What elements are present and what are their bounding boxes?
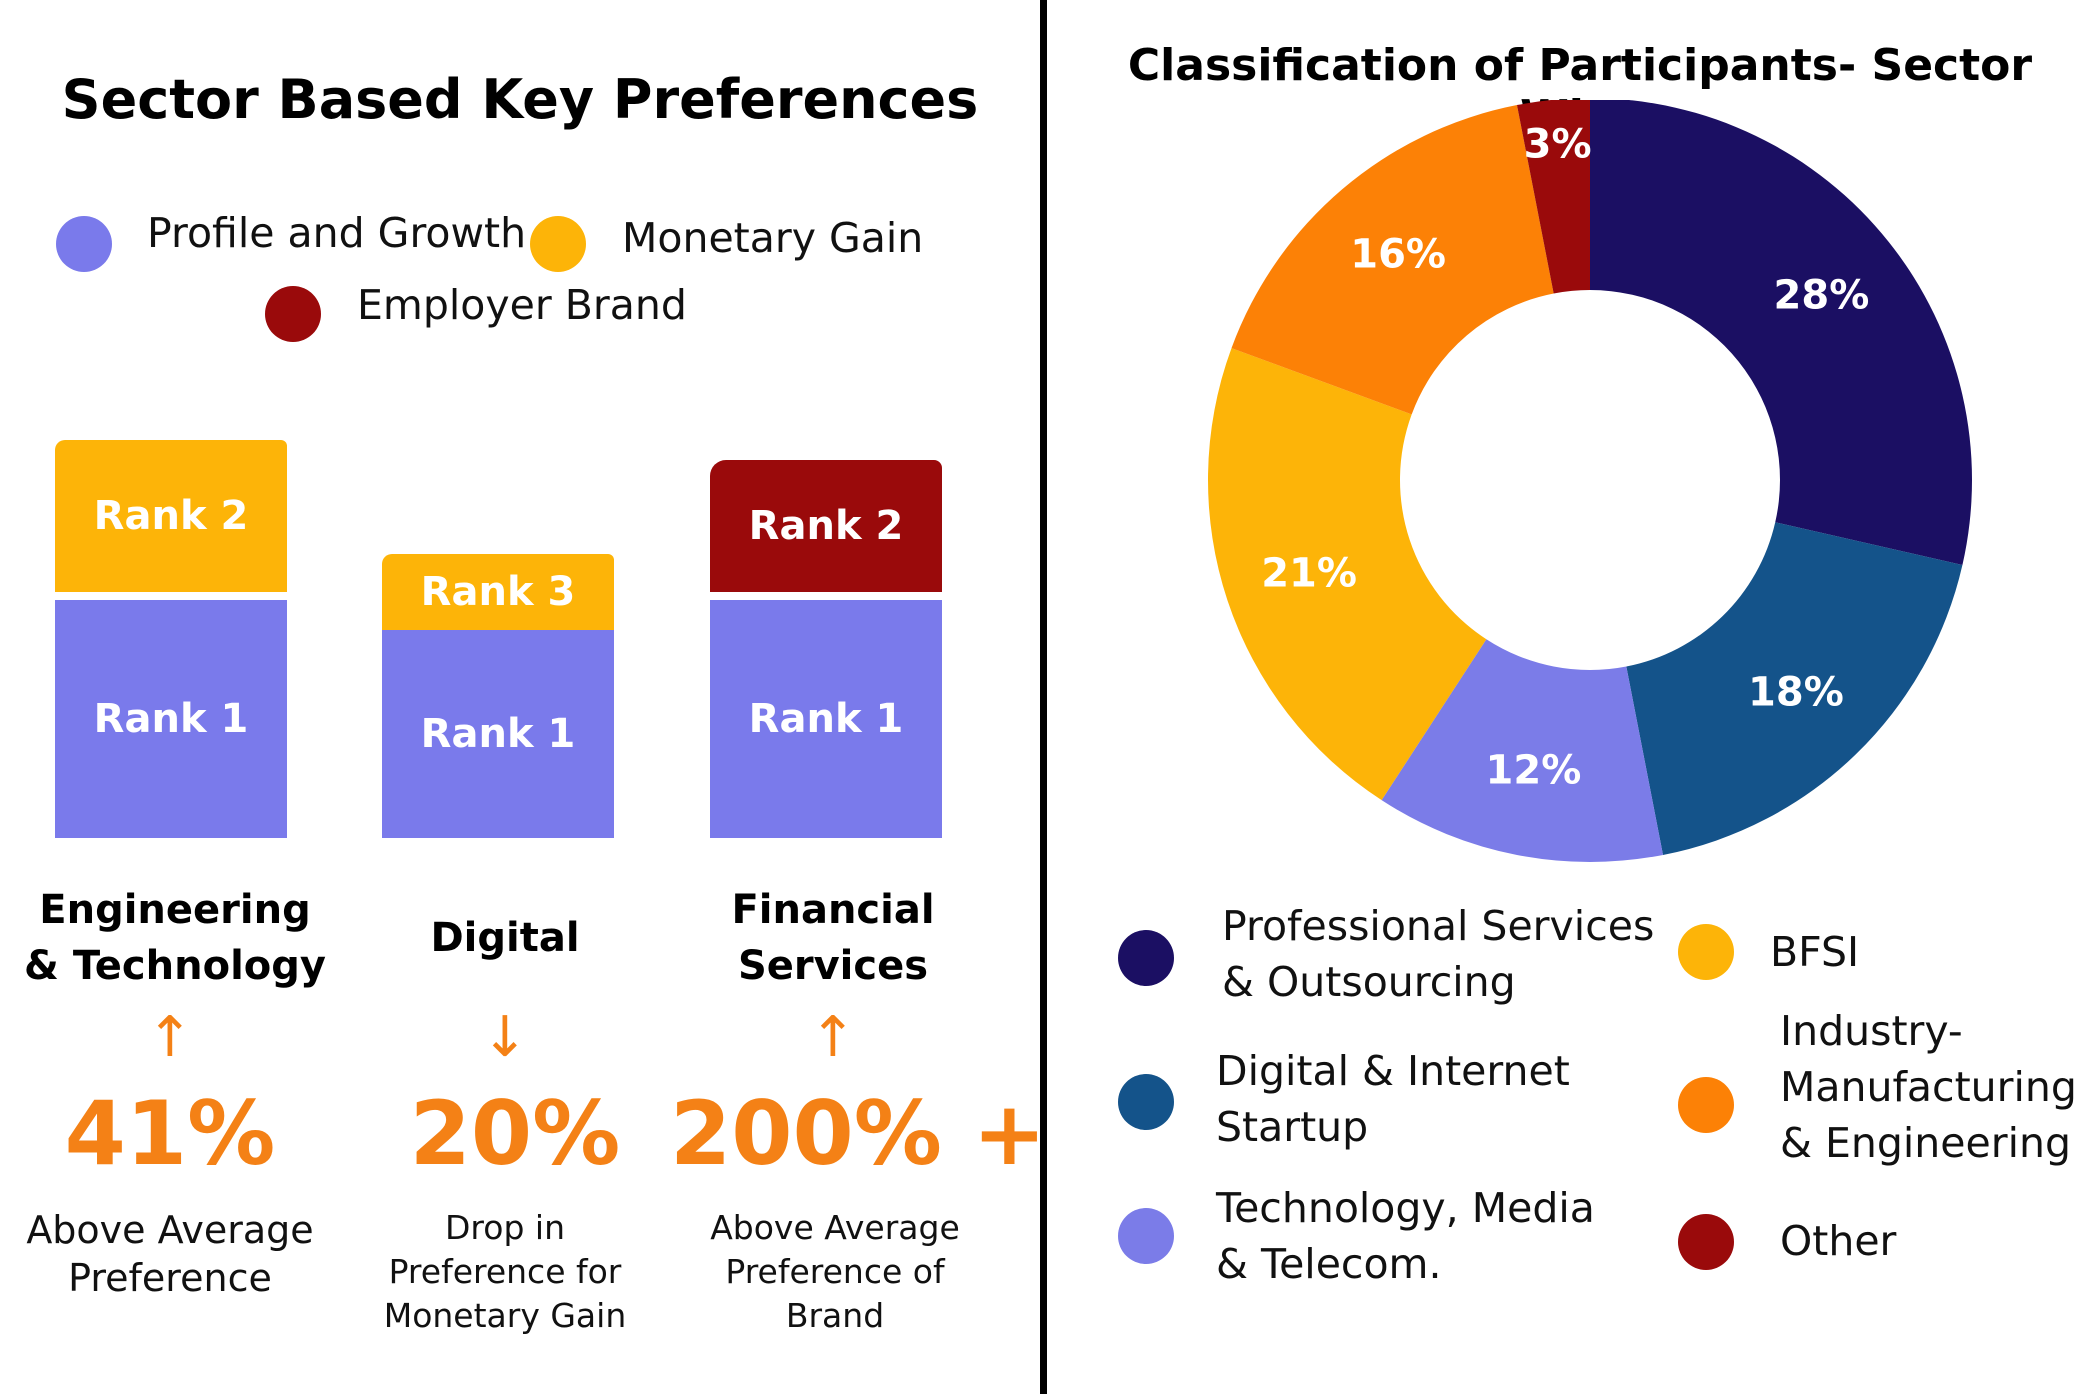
note-line: Monetary Gain bbox=[383, 1296, 627, 1335]
legend-line: Industry- bbox=[1780, 1007, 1963, 1055]
panel-divider bbox=[1040, 0, 1047, 1394]
donut-slice-3 bbox=[1208, 348, 1487, 801]
legend-label-bfsi: BFSI bbox=[1770, 924, 1859, 980]
legend-dot-employer-brand bbox=[265, 286, 321, 342]
donut-slice-label-5: 3% bbox=[1524, 122, 1592, 168]
legend-label-profile-growth: Profile and Growth bbox=[147, 209, 527, 257]
bar-digital-rank1: Rank 1 bbox=[382, 630, 614, 838]
sector-label-line: Engineering bbox=[39, 887, 311, 933]
legend-line: Professional Services bbox=[1222, 902, 1655, 950]
legend-line: Startup bbox=[1216, 1103, 1369, 1151]
donut-slice-label-3: 21% bbox=[1261, 550, 1357, 596]
bar-financial-rank2: Rank 2 bbox=[710, 460, 942, 592]
donut-slice-label-4: 16% bbox=[1350, 232, 1446, 278]
note-line: Preference for bbox=[388, 1252, 622, 1291]
legend-label-digital-internet: Digital & Internet Startup bbox=[1216, 1043, 1570, 1155]
donut-slice-label-0: 28% bbox=[1774, 272, 1870, 318]
legend-label-industry: Industry- Manufacturing & Engineering bbox=[1780, 1003, 2077, 1171]
legend-line: Digital & Internet bbox=[1216, 1047, 1570, 1095]
note-line: Preference of bbox=[725, 1252, 945, 1291]
legend-dot-profile-growth bbox=[56, 216, 112, 272]
legend-label-employer-brand: Employer Brand bbox=[357, 281, 687, 329]
donut-chart: 28% 18% 12% 21% 16% 3% bbox=[1208, 100, 1972, 862]
legend-label-monetary-gain: Monetary Gain bbox=[622, 214, 924, 262]
arrow-up-icon: ↑ bbox=[146, 1005, 194, 1070]
legend-line: Technology, Media bbox=[1216, 1184, 1595, 1232]
legend-dot-professional-services bbox=[1118, 930, 1174, 986]
legend-dot-digital-internet bbox=[1118, 1074, 1174, 1130]
donut-slice-label-1: 18% bbox=[1748, 670, 1844, 716]
legend-line: & Telecom. bbox=[1216, 1240, 1442, 1288]
donut-slice-5 bbox=[1516, 100, 1590, 294]
arrow-up-icon: ↑ bbox=[809, 1005, 857, 1070]
legend-line: Manufacturing bbox=[1780, 1063, 2077, 1111]
legend-dot-industry bbox=[1678, 1077, 1734, 1133]
note-line: Above Average bbox=[710, 1208, 960, 1247]
note-engineering: Above Average Preference bbox=[20, 1206, 320, 1302]
legend-line: & Engineering bbox=[1780, 1119, 2072, 1167]
note-line: Preference bbox=[68, 1256, 272, 1300]
bar-engineering-rank1: Rank 1 bbox=[55, 600, 287, 838]
legend-dot-monetary-gain bbox=[530, 216, 586, 272]
legend-line: & Outsourcing bbox=[1222, 958, 1516, 1006]
legend-label-other: Other bbox=[1780, 1213, 1896, 1269]
note-line: Brand bbox=[785, 1296, 885, 1335]
change-digital: 20% bbox=[409, 1082, 621, 1185]
legend-dot-other bbox=[1678, 1214, 1734, 1270]
change-engineering: 41% bbox=[64, 1082, 276, 1185]
bar-financial-rank1: Rank 1 bbox=[710, 600, 942, 838]
legend-dot-bfsi bbox=[1678, 924, 1734, 980]
note-financial: Above Average Preference of Brand bbox=[685, 1206, 985, 1338]
note-line: Drop in bbox=[445, 1208, 565, 1247]
change-financial: 200% + bbox=[670, 1082, 1047, 1185]
donut-slice-2 bbox=[1381, 639, 1664, 862]
sector-label-digital: Digital bbox=[350, 910, 660, 966]
sector-label-line: Services bbox=[737, 943, 929, 989]
arrow-down-icon: ↓ bbox=[481, 1005, 529, 1070]
sector-label-financial: Financial Services bbox=[678, 882, 988, 994]
donut-slice-4 bbox=[1231, 105, 1554, 415]
donut-slice-0 bbox=[1590, 100, 1972, 566]
legend-label-professional-services: Professional Services & Outsourcing bbox=[1222, 898, 1654, 1010]
legend-line: Other bbox=[1780, 1217, 1897, 1265]
bar-digital-rank3: Rank 3 bbox=[382, 554, 614, 630]
donut-slice-label-2: 12% bbox=[1486, 748, 1582, 794]
bar-engineering-rank2: Rank 2 bbox=[55, 440, 287, 592]
legend-dot-tmt bbox=[1118, 1208, 1174, 1264]
sector-label-line: Financial bbox=[731, 887, 935, 933]
sector-label-engineering: Engineering & Technology bbox=[20, 882, 330, 994]
note-line: Above Average bbox=[26, 1208, 314, 1252]
legend-label-tmt: Technology, Media & Telecom. bbox=[1216, 1180, 1595, 1292]
donut-slice-1 bbox=[1626, 522, 1963, 855]
legend-line: BFSI bbox=[1770, 928, 1860, 976]
left-title: Sector Based Key Preferences bbox=[61, 68, 979, 131]
sector-label-line: & Technology bbox=[24, 943, 326, 989]
sector-label-line: Digital bbox=[430, 915, 580, 961]
note-digital: Drop in Preference for Monetary Gain bbox=[355, 1206, 655, 1338]
